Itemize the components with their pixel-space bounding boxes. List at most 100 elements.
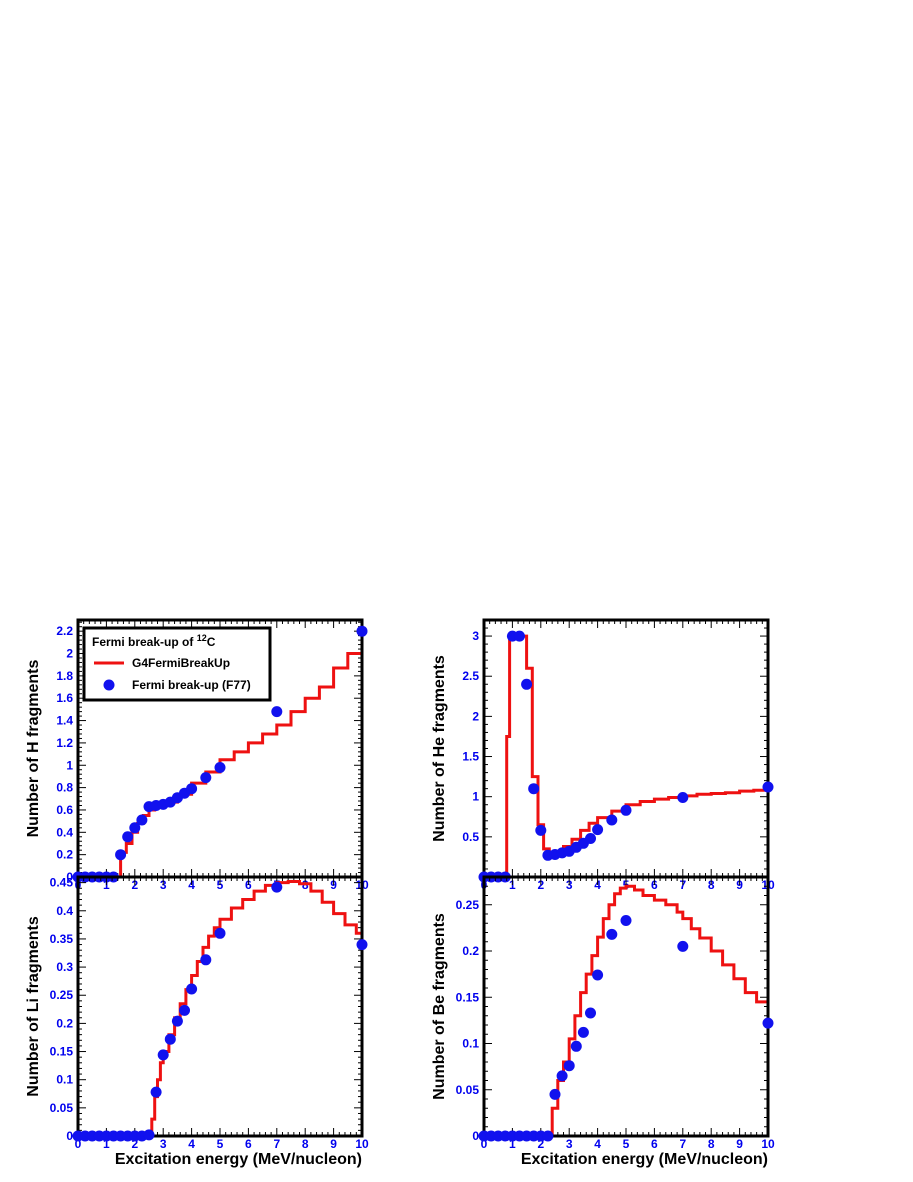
li-y-tick-label: 0.4 [56, 904, 73, 918]
he-data-point [677, 792, 689, 803]
li-data-point [179, 1004, 190, 1016]
li-x-tick-label: 1 [103, 1137, 110, 1151]
be-x-tick-label: 5 [623, 1137, 630, 1151]
be-x-tick-label: 4 [594, 1137, 601, 1151]
li-y-tick-label: 0.1 [56, 1073, 73, 1087]
li-y-axis-title: Number of Li fragments [25, 916, 42, 1097]
he-data-point [606, 814, 618, 826]
be-x-tick-label: 2 [537, 1137, 544, 1151]
be-data-point [549, 1088, 561, 1100]
be-data-point [585, 1007, 596, 1019]
li-fragments-panel: 0 1 2 3 4 5 6 7 8 9 10 0 0.05 0.1 0.15 0.2 0.25 0.3 0.35 0.… [25, 875, 369, 1151]
he-data-point [514, 630, 525, 642]
be-x-tick-label: 10 [761, 1137, 775, 1151]
he-data-point [528, 783, 540, 795]
h-y-tick-label: 0.8 [56, 781, 73, 795]
legend-title-sup: 12 [197, 633, 207, 643]
x-axis-title-right: Excitation energy (MeV/nucleon) [521, 1151, 768, 1168]
li-data-point [214, 927, 226, 939]
he-y-tick-label: 3 [472, 629, 479, 643]
h-y-tick-label: 2.2 [56, 624, 73, 638]
li-data-point [356, 939, 368, 951]
he-data-point [535, 824, 547, 836]
li-y-tick-label: 0.05 [50, 1101, 74, 1115]
legend-title-suffix: C [207, 635, 216, 649]
h-y-tick-label: 0.4 [56, 825, 73, 839]
he-y-tick-label: 2.5 [462, 669, 479, 683]
h-y-tick-label: 1 [66, 758, 73, 772]
li-y-tick-label: 0.35 [50, 932, 74, 946]
li-x-tick-label: 8 [302, 1137, 309, 1151]
li-data-point [171, 1015, 183, 1027]
li-y-tick-label: 0.3 [56, 960, 73, 974]
be-data-point [677, 940, 689, 952]
li-data-point [186, 983, 198, 995]
he-y-tick-label: 1.5 [462, 750, 479, 764]
li-x-tick-label: 5 [217, 1137, 224, 1151]
be-x-tick-label: 7 [679, 1137, 686, 1151]
be-x-tick-label: 9 [736, 1137, 743, 1151]
li-x-tick-label: 6 [245, 1137, 252, 1151]
he-data-point [762, 781, 774, 793]
he-data-point [585, 833, 596, 844]
h-y-tick-label: 0.6 [56, 803, 73, 817]
be-data-point [577, 1026, 589, 1038]
h-data-point [186, 783, 198, 795]
be-fragments-panel: 0 1 2 3 4 5 6 7 8 9 10 0 0.05 0.1 0.15 0.2 0.25 Number of… [431, 875, 775, 1151]
li-data-point [164, 1033, 176, 1045]
be-data-point [556, 1070, 568, 1082]
li-plot-frame [76, 875, 364, 1138]
he-histogram-line [484, 634, 768, 877]
be-y-axis-title: Number of Be fragments [431, 913, 448, 1100]
h-data-point [200, 772, 212, 784]
he-y-axis-title: Number of He fragments [431, 655, 448, 842]
be-y-tick-label: 0.25 [456, 898, 480, 912]
li-histogram-line [78, 880, 362, 1136]
he-y-tick-label: 2 [472, 709, 479, 723]
h-data-point [122, 831, 134, 843]
he-y-tick-label: 1 [472, 790, 479, 804]
he-data-point [592, 824, 604, 836]
be-data-point [570, 1040, 582, 1052]
li-data-point [271, 881, 283, 893]
be-x-tick-label: 1 [509, 1137, 516, 1151]
li-y-tick-label: 0 [66, 1129, 73, 1143]
li-y-tick-label: 0.15 [50, 1045, 74, 1059]
h-y-tick-label: 1.2 [56, 736, 73, 750]
legend-entry-g4fermi: G4FermiBreakUp [132, 656, 230, 670]
h-y-tick-label: 0 [66, 870, 73, 884]
li-x-tick-label: 10 [355, 1137, 369, 1151]
be-y-tick-label: 0.1 [462, 1037, 479, 1051]
h-data-point [115, 849, 127, 861]
h-y-tick-label: 0.2 [56, 848, 73, 862]
be-x-tick-label: 6 [651, 1137, 658, 1151]
legend-title: Fermi break-up of 12C [92, 633, 216, 649]
he-y-tick-label: 0.5 [462, 830, 479, 844]
be-data-point [542, 1130, 554, 1142]
li-data-point [143, 1129, 155, 1141]
be-y-tick-label: 0.05 [456, 1083, 480, 1097]
he-data-point [620, 804, 632, 816]
he-data-point [521, 678, 533, 690]
li-x-tick-label: 3 [160, 1137, 167, 1151]
legend-entry-f77: Fermi break-up (F77) [132, 678, 251, 692]
h-data-point [136, 814, 148, 826]
li-y-tick-label: 0.2 [56, 1016, 73, 1030]
h-data-point [271, 706, 283, 718]
li-x-tick-label: 0 [75, 1137, 82, 1151]
li-x-tick-label: 9 [330, 1137, 337, 1151]
h-y-tick-label: 1.4 [56, 714, 73, 728]
h-y-axis-title: Number of H fragments [25, 660, 42, 838]
be-data-point [592, 969, 604, 981]
h-data-point [356, 625, 368, 637]
be-plot-frame [482, 875, 770, 1138]
be-data-point [762, 1017, 774, 1029]
be-y-tick-label: 0 [472, 1129, 479, 1143]
h-data-point [214, 762, 226, 773]
be-histogram-line [484, 884, 768, 1136]
be-data-point [606, 928, 618, 940]
be-y-tick-label: 0.15 [456, 990, 480, 1004]
li-data-point [157, 1049, 169, 1061]
